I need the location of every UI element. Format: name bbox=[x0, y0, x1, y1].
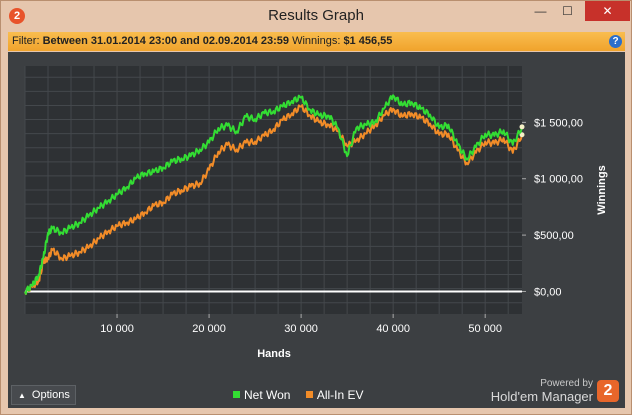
window-title: Results Graph bbox=[268, 7, 364, 24]
x-tick-label: 20 000 bbox=[192, 323, 226, 335]
app-logo-icon: 2 bbox=[9, 8, 25, 24]
minimize-button[interactable]: — bbox=[534, 4, 547, 18]
x-axis-label: Hands bbox=[257, 348, 291, 360]
winnings-label: Winnings: bbox=[292, 35, 341, 47]
series-end-point bbox=[519, 124, 525, 130]
x-tick-label: 40 000 bbox=[376, 323, 410, 335]
y-tick-label: $500,00 bbox=[534, 230, 574, 242]
filter-prefix: Filter: bbox=[12, 35, 40, 47]
filter-bar: Filter: Between 31.01.2014 23:00 and 02.… bbox=[8, 32, 625, 51]
powered-by-text: Powered by bbox=[540, 378, 593, 389]
x-tick-label: 50 000 bbox=[468, 323, 502, 335]
chart-grid bbox=[24, 66, 522, 314]
y-axis-label: Winnings bbox=[596, 165, 608, 214]
branding: Powered by Hold'em Manager 2 bbox=[488, 378, 623, 406]
help-icon[interactable]: ? bbox=[609, 35, 622, 48]
series-lines bbox=[24, 94, 525, 295]
chart-legend: Net Won All-In EV bbox=[233, 387, 376, 403]
legend-item-net-won[interactable]: Net Won bbox=[233, 388, 290, 402]
x-tick-label: 10 000 bbox=[100, 323, 134, 335]
title-bar[interactable]: 2 Results Graph — ☐ ✕ bbox=[1, 1, 631, 32]
legend-item-all-in-ev[interactable]: All-In EV bbox=[305, 388, 364, 402]
options-label: Options bbox=[31, 389, 70, 401]
results-chart: 10 000 20 000 30 000 40 000 50 000 $0,00 $500… bbox=[24, 66, 608, 360]
legend-label: All-In EV bbox=[316, 388, 364, 402]
x-tick-label: 30 000 bbox=[284, 323, 318, 335]
winnings-value: $1 456,55 bbox=[343, 35, 393, 47]
legend-swatch bbox=[233, 391, 240, 398]
brand-name: Hold'em Manager bbox=[490, 389, 593, 404]
close-button[interactable]: ✕ bbox=[585, 1, 630, 21]
series-line-all-in-ev bbox=[24, 104, 523, 295]
series-line-net-won bbox=[24, 94, 523, 295]
maximize-button[interactable]: ☐ bbox=[562, 4, 573, 18]
y-tick-label: $1 000,00 bbox=[534, 174, 583, 186]
series-end-point bbox=[519, 132, 525, 138]
legend-label: Net Won bbox=[244, 388, 291, 402]
chevron-up-icon: ▲ bbox=[18, 391, 26, 400]
graph-panel: 10 000 20 000 30 000 40 000 50 000 $0,00 $500… bbox=[8, 52, 625, 408]
filter-range: Between 31.01.2014 23:00 and 02.09.2014 … bbox=[42, 35, 290, 47]
brand-logo-icon: 2 bbox=[597, 380, 619, 402]
y-tick-label: $1 500,00 bbox=[534, 117, 583, 129]
x-axis-ticks: 10 000 20 000 30 000 40 000 50 000 bbox=[100, 314, 502, 335]
y-tick-label: $0,00 bbox=[534, 286, 562, 298]
legend-swatch bbox=[305, 391, 313, 398]
y-axis-ticks: $0,00 $500,00 $1 000,00 $1 500,00 bbox=[522, 117, 583, 298]
options-button[interactable]: ▲ Options bbox=[11, 385, 76, 405]
